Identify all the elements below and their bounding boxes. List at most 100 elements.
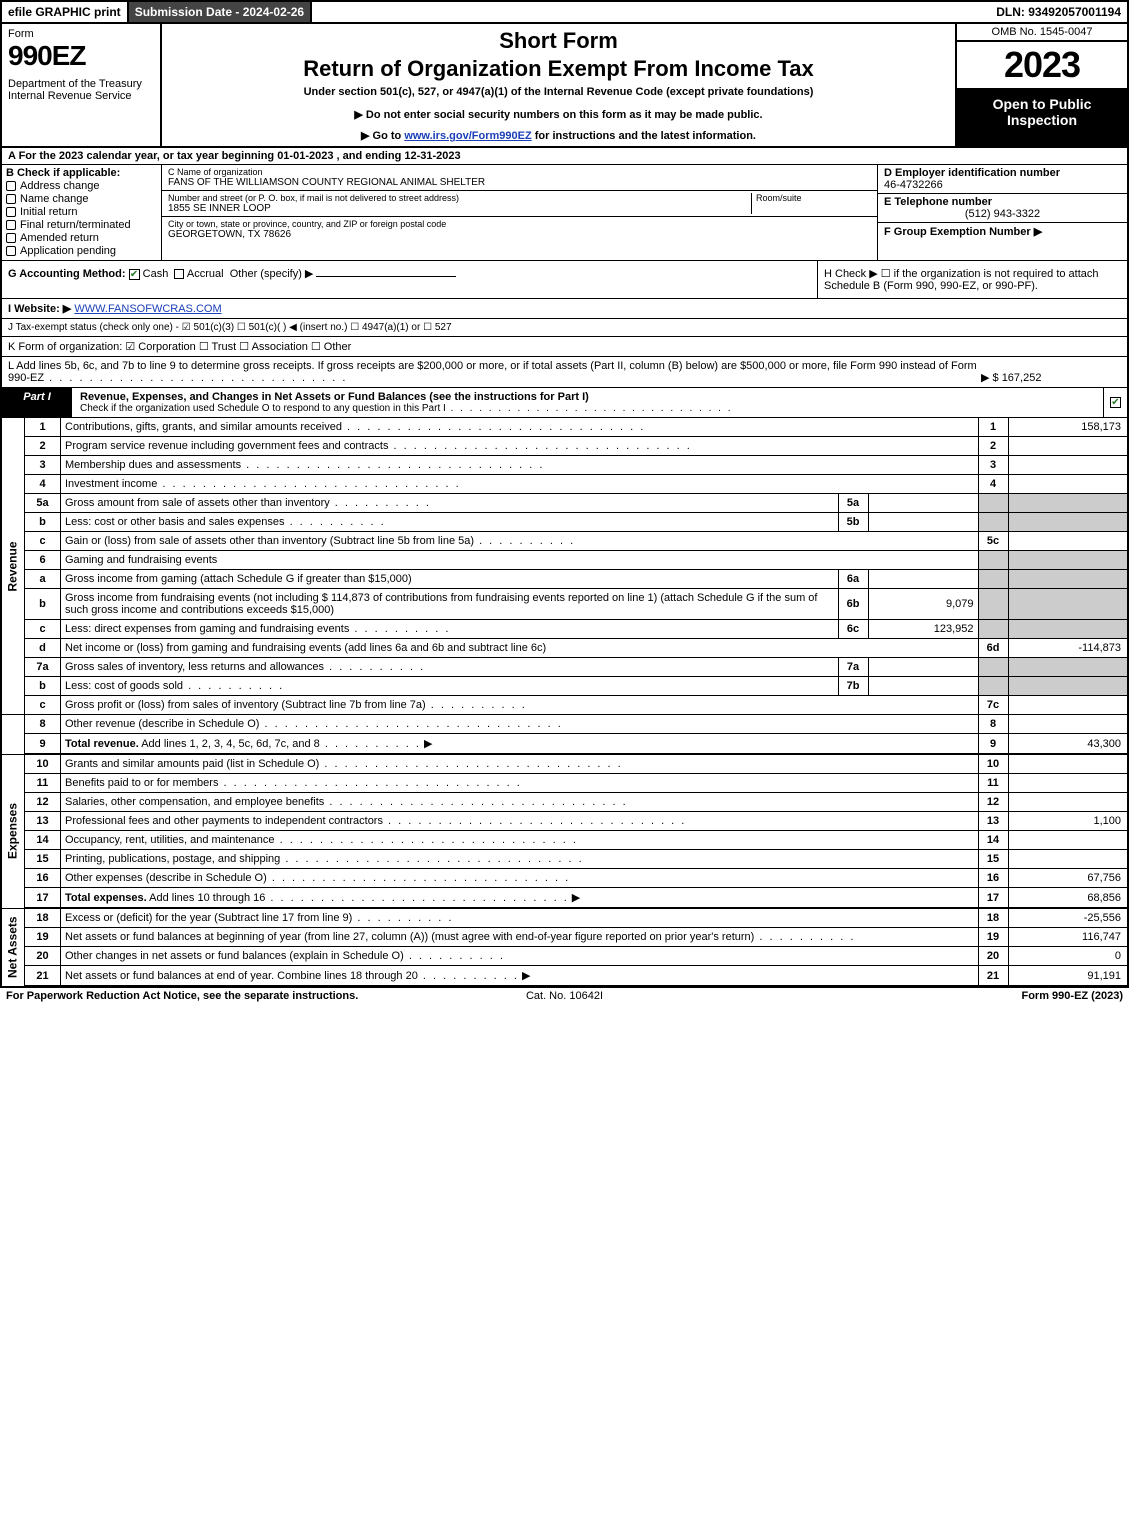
row-l-text: L Add lines 5b, 6c, and 7b to line 9 to …	[8, 360, 981, 384]
line-14: 14 Occupancy, rent, utilities, and maint…	[1, 831, 1128, 850]
room-label: Room/suite	[756, 193, 871, 203]
line-6b: b Gross income from fundraising events (…	[1, 589, 1128, 620]
line-5b: b Less: cost or other basis and sales ex…	[1, 513, 1128, 532]
ein-block: D Employer identification number 46-4732…	[878, 165, 1127, 194]
topbar-spacer	[312, 2, 990, 22]
part-1-checkbox[interactable]	[1103, 388, 1127, 417]
row-gh: G Accounting Method: Cash Accrual Other …	[0, 261, 1129, 299]
phone-block: E Telephone number (512) 943-3322	[878, 194, 1127, 223]
line-18: Net Assets 18 Excess or (deficit) for th…	[1, 908, 1128, 928]
line-5c: c Gain or (loss) from sale of assets oth…	[1, 532, 1128, 551]
footer-left: For Paperwork Reduction Act Notice, see …	[6, 990, 378, 1002]
page-footer: For Paperwork Reduction Act Notice, see …	[0, 987, 1129, 1004]
row-l-gross-receipts: L Add lines 5b, 6c, and 7b to line 9 to …	[0, 357, 1129, 388]
line-21: 21 Net assets or fund balances at end of…	[1, 966, 1128, 987]
form-header: Form 990EZ Department of the Treasury In…	[0, 24, 1129, 148]
chk-final-return[interactable]: Final return/terminated	[6, 219, 157, 231]
part-1-title: Revenue, Expenses, and Changes in Net As…	[72, 388, 1103, 417]
under-section: Under section 501(c), 527, or 4947(a)(1)…	[170, 86, 947, 98]
website-link[interactable]: WWW.FANSOFWCRAS.COM	[74, 303, 221, 315]
part-1-table: Revenue 1 Contributions, gifts, grants, …	[0, 418, 1129, 987]
tax-year: 2023	[957, 42, 1127, 90]
line-16: 16 Other expenses (describe in Schedule …	[1, 869, 1128, 888]
line-7a: 7a Gross sales of inventory, less return…	[1, 658, 1128, 677]
line-20: 20 Other changes in net assets or fund b…	[1, 947, 1128, 966]
chk-cash[interactable]	[129, 269, 140, 280]
footer-right: Form 990-EZ (2023)	[751, 990, 1123, 1002]
line-3: 3 Membership dues and assessments 3	[1, 456, 1128, 475]
ein-label: D Employer identification number	[884, 167, 1060, 179]
website-label: I Website: ▶	[8, 303, 71, 315]
group-exemption-block: F Group Exemption Number ▶	[878, 223, 1127, 240]
line-12: 12 Salaries, other compensation, and emp…	[1, 793, 1128, 812]
row-i-website: I Website: ▶ WWW.FANSOFWCRAS.COM	[0, 299, 1129, 319]
chk-amended-return[interactable]: Amended return	[6, 232, 157, 244]
omb-number: OMB No. 1545-0047	[957, 24, 1127, 42]
line-2: 2 Program service revenue including gove…	[1, 437, 1128, 456]
chk-initial-return[interactable]: Initial return	[6, 206, 157, 218]
other-specify-input[interactable]	[316, 276, 456, 277]
line-6: 6 Gaming and fundraising events	[1, 551, 1128, 570]
instructions-link-row: ▶ Go to www.irs.gov/Form990EZ for instru…	[170, 129, 947, 142]
phone-label: E Telephone number	[884, 196, 992, 208]
org-name-label: C Name of organization	[168, 167, 871, 177]
org-name-row: C Name of organization FANS OF THE WILLI…	[162, 165, 877, 191]
ein-value: 46-4732266	[884, 179, 943, 191]
org-name: FANS OF THE WILLIAMSON COUNTY REGIONAL A…	[168, 177, 871, 188]
side-revenue: Revenue	[1, 418, 25, 715]
line-17: 17 Total expenses. Add lines 10 through …	[1, 888, 1128, 909]
chk-name-change[interactable]: Name change	[6, 193, 157, 205]
irs-link[interactable]: www.irs.gov/Form990EZ	[404, 130, 531, 142]
g-label: G Accounting Method:	[8, 268, 126, 280]
chk-accrual[interactable]	[174, 269, 184, 279]
col-c-org-info: C Name of organization FANS OF THE WILLI…	[162, 165, 877, 260]
schedule-b-check: H Check ▶ ☐ if the organization is not r…	[817, 261, 1127, 298]
link-suffix: for instructions and the latest informat…	[532, 130, 756, 142]
form-code: 990EZ	[8, 40, 154, 72]
footer-center: Cat. No. 10642I	[378, 990, 750, 1002]
col-b-checkboxes: B Check if applicable: Address change Na…	[2, 165, 162, 260]
ssn-warning: ▶ Do not enter social security numbers o…	[170, 108, 947, 121]
chk-application-pending[interactable]: Application pending	[6, 245, 157, 257]
open-inspection: Open to Public Inspection	[957, 90, 1127, 146]
row-j-tax-exempt: J Tax-exempt status (check only one) - ☑…	[0, 319, 1129, 337]
street-label: Number and street (or P. O. box, if mail…	[168, 193, 751, 203]
city-label: City or town, state or province, country…	[168, 219, 871, 229]
submission-date: Submission Date - 2024-02-26	[129, 2, 312, 22]
section-bcde: B Check if applicable: Address change Na…	[0, 165, 1129, 261]
top-bar: efile GRAPHIC print Submission Date - 20…	[0, 0, 1129, 24]
row-a-text: A For the 2023 calendar year, or tax yea…	[8, 150, 461, 162]
line-4: 4 Investment income 4	[1, 475, 1128, 494]
accounting-method: G Accounting Method: Cash Accrual Other …	[2, 261, 817, 298]
side-expenses: Expenses	[1, 754, 25, 908]
line-10: Expenses 10 Grants and similar amounts p…	[1, 754, 1128, 774]
dln-label: DLN: 93492057001194	[990, 2, 1127, 22]
street: 1855 SE INNER LOOP	[168, 203, 751, 214]
line-6a: a Gross income from gaming (attach Sched…	[1, 570, 1128, 589]
phone-value: (512) 943-3322	[884, 208, 1121, 220]
line-11: 11 Benefits paid to or for members 11	[1, 774, 1128, 793]
efile-label[interactable]: efile GRAPHIC print	[2, 2, 129, 22]
line-15: 15 Printing, publications, postage, and …	[1, 850, 1128, 869]
row-l-amount: ▶ $ 167,252	[981, 371, 1121, 384]
line-8: 8 Other revenue (describe in Schedule O)…	[1, 715, 1128, 734]
org-city-row: City or town, state or province, country…	[162, 217, 877, 242]
header-left: Form 990EZ Department of the Treasury In…	[2, 24, 162, 146]
line-9: 9 Total revenue. Total revenue. Add line…	[1, 734, 1128, 755]
part-1-header: Part I Revenue, Expenses, and Changes in…	[0, 388, 1129, 418]
col-b-label: B Check if applicable:	[6, 167, 157, 179]
short-form-title: Short Form	[170, 28, 947, 54]
line-1: Revenue 1 Contributions, gifts, grants, …	[1, 418, 1128, 437]
part-1-tab: Part I	[2, 388, 72, 417]
group-exemption-label: F Group Exemption Number ▶	[884, 226, 1042, 238]
chk-address-change[interactable]: Address change	[6, 180, 157, 192]
side-netassets: Net Assets	[1, 908, 25, 986]
org-street-row: Number and street (or P. O. box, if mail…	[162, 191, 877, 217]
line-5a: 5a Gross amount from sale of assets othe…	[1, 494, 1128, 513]
main-title: Return of Organization Exempt From Incom…	[170, 56, 947, 82]
line-6c: c Less: direct expenses from gaming and …	[1, 620, 1128, 639]
link-prefix: ▶ Go to	[361, 130, 404, 142]
header-center: Short Form Return of Organization Exempt…	[162, 24, 957, 146]
city: GEORGETOWN, TX 78626	[168, 229, 871, 240]
form-word: Form	[8, 28, 154, 40]
